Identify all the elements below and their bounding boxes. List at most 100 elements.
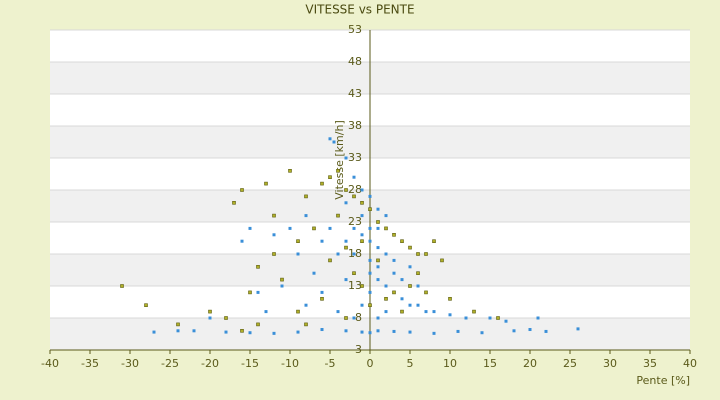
x-tick-label: -20 bbox=[201, 357, 219, 370]
scatter-point bbox=[400, 239, 404, 243]
scatter-point bbox=[360, 303, 364, 307]
scatter-point bbox=[280, 284, 284, 288]
scatter-point bbox=[368, 194, 372, 198]
scatter-point bbox=[408, 245, 412, 250]
scatter-point bbox=[256, 290, 260, 294]
scatter-point bbox=[464, 316, 468, 320]
scatter-point bbox=[208, 316, 212, 320]
scatter-point bbox=[248, 226, 252, 230]
scatter-point bbox=[376, 207, 380, 211]
scatter-point bbox=[344, 156, 348, 160]
scatter-point bbox=[408, 303, 412, 307]
scatter-point bbox=[336, 252, 340, 256]
scatter-point bbox=[392, 329, 396, 333]
y-tick-label: 43 bbox=[348, 87, 362, 100]
scatter-point bbox=[400, 297, 404, 301]
x-tick-label: 5 bbox=[407, 357, 414, 370]
scatter-point bbox=[248, 331, 252, 335]
x-tick-label: 25 bbox=[563, 357, 577, 370]
scatter-point bbox=[320, 290, 324, 294]
scatter-point bbox=[376, 226, 380, 230]
scatter-point bbox=[352, 175, 356, 179]
scatter-point bbox=[384, 252, 388, 256]
scatter-point bbox=[344, 329, 348, 333]
scatter-point bbox=[368, 290, 372, 294]
scatter-point bbox=[280, 277, 284, 282]
scatter-point bbox=[376, 258, 380, 263]
scatter-point bbox=[440, 258, 444, 263]
scatter-point bbox=[304, 194, 308, 199]
y-tick-label: 33 bbox=[348, 151, 362, 164]
scatter-point bbox=[368, 271, 372, 275]
scatter-point bbox=[344, 201, 348, 205]
scatter-point bbox=[264, 310, 268, 314]
scatter-point bbox=[488, 316, 492, 320]
scatter-point bbox=[432, 310, 436, 314]
scatter-point bbox=[296, 239, 300, 243]
y-tick-label: 53 bbox=[348, 23, 362, 36]
scatter-point bbox=[352, 271, 356, 276]
scatter-point bbox=[424, 252, 428, 256]
scatter-point bbox=[332, 140, 336, 144]
x-tick-label: 0 bbox=[367, 357, 374, 370]
x-tick-label: -35 bbox=[81, 357, 99, 370]
scatter-point bbox=[360, 201, 364, 205]
scatter-point bbox=[360, 239, 364, 243]
scatter-point bbox=[296, 309, 300, 314]
scatter-point bbox=[368, 303, 372, 308]
y-tick-label: 38 bbox=[348, 119, 362, 132]
scatter-point bbox=[312, 226, 316, 231]
scatter-point bbox=[176, 329, 180, 333]
x-axis-label: Pente [%] bbox=[636, 374, 690, 387]
scatter-point bbox=[408, 265, 412, 269]
x-tick-label: 40 bbox=[683, 357, 697, 370]
scatter-point bbox=[360, 284, 364, 288]
scatter-point bbox=[352, 252, 356, 256]
scatter-point bbox=[152, 330, 156, 334]
scatter-point bbox=[248, 290, 252, 295]
scatter-point bbox=[336, 169, 340, 173]
scatter-point bbox=[512, 329, 516, 333]
scatter-point bbox=[392, 290, 396, 295]
scatter-point bbox=[360, 233, 364, 237]
scatter-point bbox=[376, 316, 380, 320]
scatter-point bbox=[296, 252, 300, 256]
scatter-point bbox=[424, 290, 428, 295]
scatter-point bbox=[376, 329, 380, 333]
x-tick-label: -10 bbox=[281, 357, 299, 370]
scatter-point bbox=[360, 214, 364, 218]
scatter-point bbox=[376, 265, 380, 269]
scatter-point bbox=[416, 252, 420, 256]
scatter-point bbox=[448, 313, 452, 317]
scatter-point bbox=[392, 271, 396, 275]
scatter-point bbox=[368, 258, 372, 262]
scatter-point bbox=[376, 246, 380, 250]
scatter-point bbox=[376, 220, 380, 224]
scatter-point bbox=[320, 239, 324, 243]
scatter-point bbox=[272, 331, 276, 335]
x-tick-label: -25 bbox=[161, 357, 179, 370]
scatter-point bbox=[392, 258, 396, 262]
scatter-point bbox=[344, 239, 348, 243]
scatter-point bbox=[384, 284, 388, 288]
scatter-point bbox=[240, 239, 244, 243]
scatter-point bbox=[368, 239, 372, 243]
scatter-point bbox=[368, 207, 372, 211]
scatter-point bbox=[144, 303, 148, 308]
scatter-point bbox=[224, 330, 228, 334]
plot-area: -40 -35 -30 -25 -20 -15 -10 -5 0 5 10 15 20 25 30 35 40 3… bbox=[41, 23, 697, 370]
scatter-point bbox=[360, 188, 364, 192]
scatter-point bbox=[328, 226, 332, 230]
scatter-point bbox=[304, 322, 308, 327]
scatter-point bbox=[344, 245, 348, 250]
scatter-point bbox=[272, 252, 276, 256]
x-tick-label: -15 bbox=[241, 357, 259, 370]
y-tick-label: 28 bbox=[348, 183, 362, 196]
scatter-point bbox=[288, 169, 292, 173]
scatter-point bbox=[208, 309, 212, 314]
scatter-point bbox=[416, 284, 420, 288]
scatter-point bbox=[256, 264, 260, 269]
scatter-point bbox=[240, 328, 244, 333]
scatter-point bbox=[296, 330, 300, 334]
